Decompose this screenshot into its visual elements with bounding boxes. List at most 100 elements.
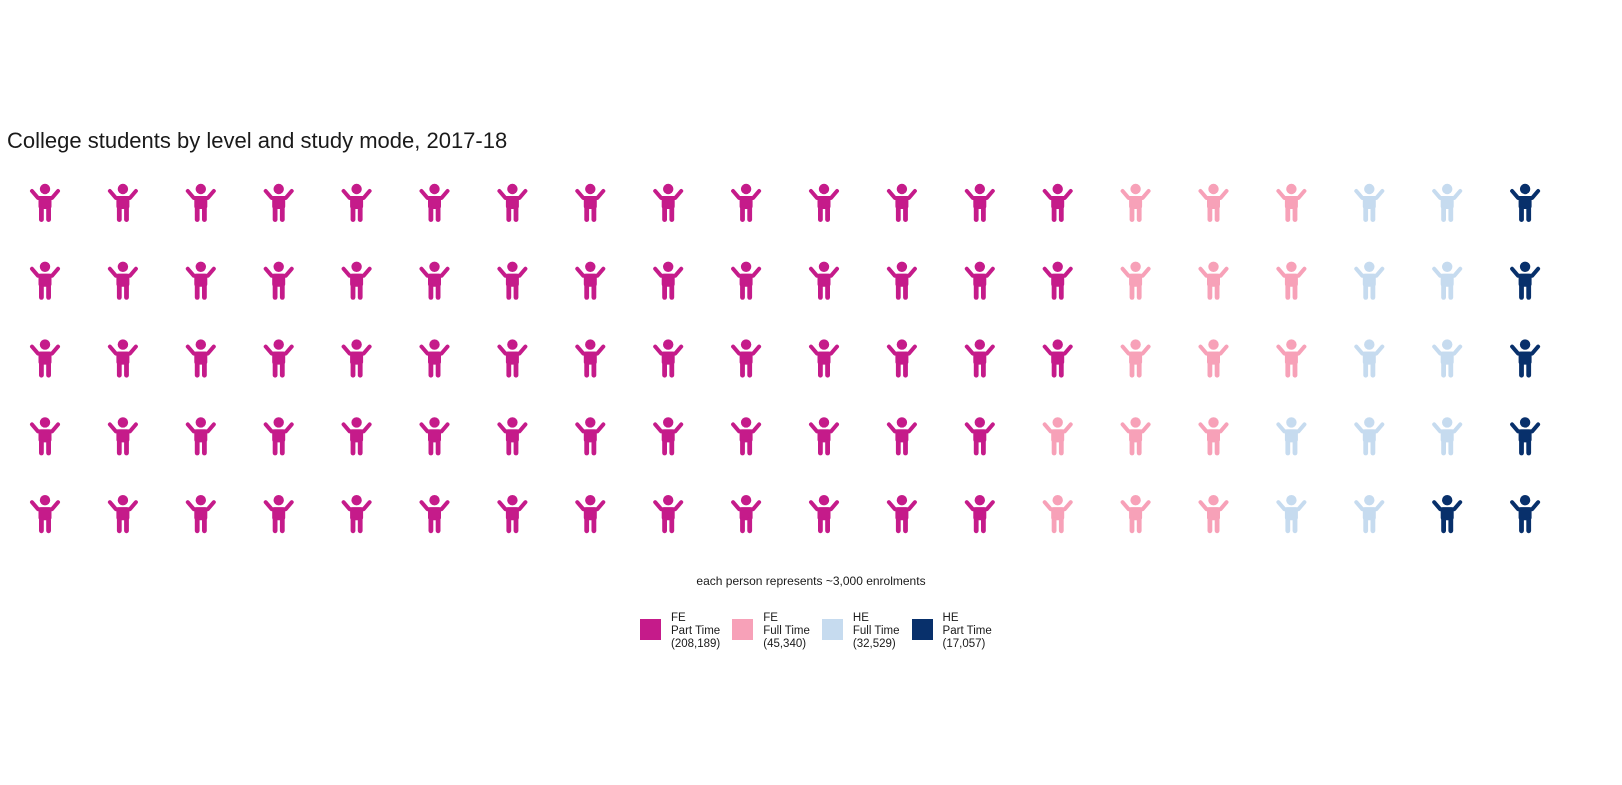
- person-icon: [1354, 417, 1385, 456]
- legend-swatch: [732, 619, 754, 640]
- person-icon: [30, 495, 60, 534]
- person-icon: [1276, 417, 1307, 456]
- legend-item-he-part-time: HE Part Time (17,057): [911, 612, 992, 651]
- legend-level: FE: [763, 612, 778, 624]
- person-icon: [107, 495, 138, 534]
- person-icon: [809, 261, 839, 300]
- person-icon: [497, 183, 528, 222]
- person-icon: [185, 261, 216, 300]
- legend-swatch: [911, 619, 933, 640]
- person-icon: [1042, 339, 1073, 378]
- person-icon: [419, 261, 450, 300]
- person-icon: [263, 495, 294, 534]
- person-icon: [263, 417, 294, 456]
- person-icon: [886, 183, 917, 222]
- legend-count: (208,189): [671, 638, 721, 650]
- person-icon: [107, 417, 138, 456]
- person-icon: [341, 339, 372, 378]
- waffle-chart: [30, 183, 1541, 534]
- person-icon: [1198, 417, 1229, 456]
- person-icon: [1510, 183, 1541, 222]
- legend-mode: Full Time: [763, 625, 810, 637]
- legend-level: HE: [942, 612, 959, 624]
- person-icon: [1276, 339, 1307, 378]
- person-icon: [185, 183, 216, 222]
- person-icon: [107, 339, 138, 378]
- person-icon: [30, 183, 60, 222]
- person-icon: [341, 183, 372, 222]
- person-icon: [497, 495, 528, 534]
- person-icon: [1354, 339, 1385, 378]
- person-icon: [964, 417, 995, 456]
- person-icon: [809, 183, 839, 222]
- legend-count: (45,340): [763, 638, 807, 650]
- person-icon: [419, 417, 450, 456]
- person-icon: [1198, 183, 1229, 222]
- person-icon: [653, 261, 684, 300]
- legend-item-he-full-time: HE Full Time (32,529): [821, 612, 900, 651]
- person-icon: [964, 261, 995, 300]
- person-icon: [1510, 495, 1541, 534]
- legend-label: FE Part Time (208,189): [671, 612, 720, 651]
- person-icon: [1120, 339, 1151, 378]
- person-icon: [964, 183, 995, 222]
- person-icon: [1354, 495, 1385, 534]
- chart-title: College students by level and study mode…: [7, 128, 508, 153]
- person-icon: [886, 339, 917, 378]
- person-icon: [1354, 261, 1385, 300]
- person-icon: [30, 339, 60, 378]
- legend-label: FE Full Time (45,340): [763, 612, 810, 651]
- legend-mode: Part Time: [671, 625, 721, 637]
- person-icon: [1432, 261, 1463, 300]
- person-icon: [575, 261, 606, 300]
- person-icon: [341, 417, 372, 456]
- person-icon: [809, 417, 839, 456]
- person-icon: [964, 495, 995, 534]
- person-icon: [107, 183, 138, 222]
- person-icon: [30, 417, 60, 456]
- person-icon: [1432, 339, 1463, 378]
- legend-item-fe-full-time: FE Full Time (45,340): [732, 612, 810, 651]
- person-icon: [731, 339, 762, 378]
- person-icon: [263, 183, 294, 222]
- person-icon: [886, 261, 917, 300]
- person-icon: [1276, 495, 1307, 534]
- person-icon: [263, 261, 294, 300]
- person-icon: [653, 417, 684, 456]
- person-icon: [731, 417, 762, 456]
- person-icon: [653, 495, 684, 534]
- person-icon: [1432, 417, 1463, 456]
- legend-level: HE: [852, 612, 869, 624]
- person-icon: [1120, 495, 1151, 534]
- person-icon: [809, 495, 839, 534]
- person-icon: [1198, 495, 1229, 534]
- person-icon: [30, 261, 60, 300]
- person-icon: [653, 339, 684, 378]
- person-icon: [575, 339, 606, 378]
- person-icon: [809, 339, 839, 378]
- legend-count: (17,057): [942, 638, 986, 650]
- person-icon: [964, 339, 995, 378]
- person-icon: [886, 417, 917, 456]
- person-icon: [341, 261, 372, 300]
- person-icon: [886, 495, 917, 534]
- person-icon: [263, 339, 294, 378]
- person-icon: [1042, 417, 1073, 456]
- person-icon: [1276, 261, 1307, 300]
- person-icon: [1432, 495, 1463, 534]
- legend-label: HE Full Time (32,529): [853, 612, 900, 651]
- legend-level: FE: [671, 612, 686, 624]
- person-icon: [1120, 417, 1151, 456]
- person-icon: [1042, 183, 1073, 222]
- person-icon: [341, 495, 372, 534]
- person-icon: [1120, 183, 1151, 222]
- person-icon: [575, 417, 606, 456]
- person-icon: [731, 183, 762, 222]
- person-icon: [419, 339, 450, 378]
- legend: FE Part Time (208,189) FE Full Time (45,…: [640, 612, 992, 651]
- legend-count: (32,529): [852, 638, 896, 650]
- person-icon: [1510, 261, 1541, 300]
- person-icon: [1198, 339, 1229, 378]
- person-icon: [497, 417, 528, 456]
- legend-mode: Part Time: [942, 625, 992, 637]
